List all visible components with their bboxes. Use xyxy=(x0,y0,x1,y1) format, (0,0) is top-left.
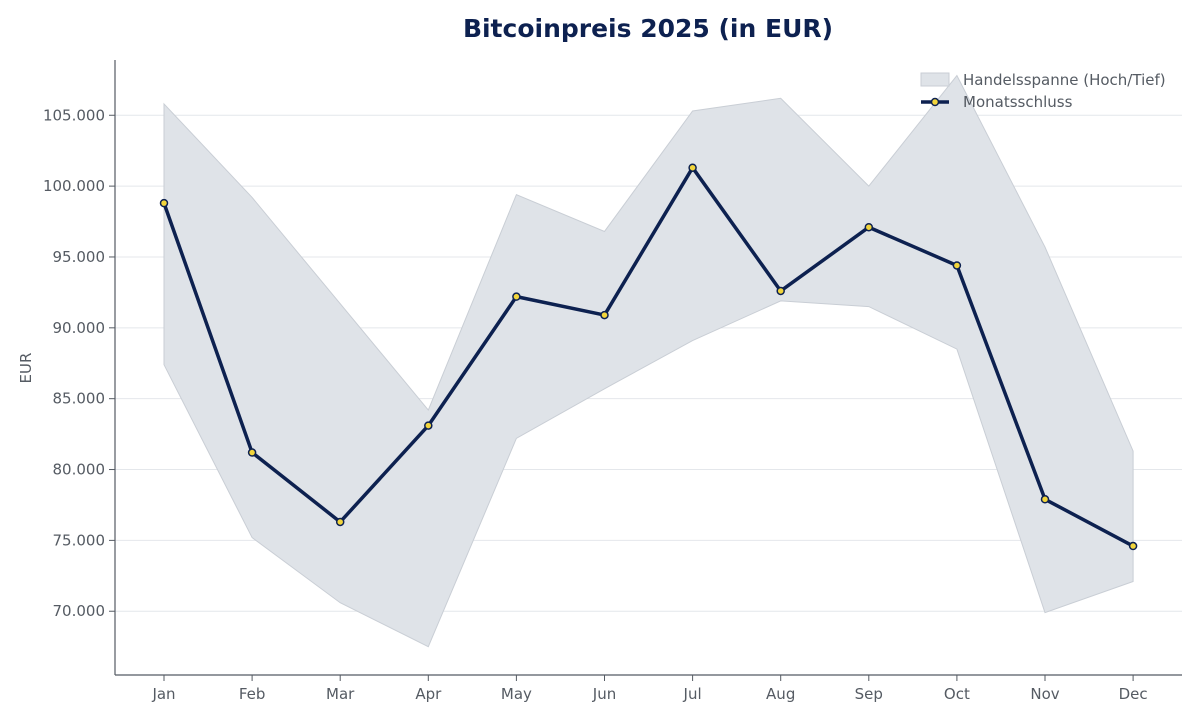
closing-price-line xyxy=(162,165,1134,548)
data-point-mar xyxy=(335,517,345,527)
closing-price-markers xyxy=(159,163,1138,551)
x-tick-labels: Jan Feb Mar Apr May Jun Jul Aug Sep Oct Nov Dec xyxy=(151,675,1148,703)
data-point-jul xyxy=(688,163,697,172)
y-tick-label: 105.000 xyxy=(43,106,105,124)
legend: Handelsspanne (Hoch/Tief) Monatsschluss xyxy=(920,71,1166,111)
x-tick-label-apr: Apr xyxy=(415,685,442,703)
data-point-oct xyxy=(952,261,962,270)
y-tick-label: 100.000 xyxy=(43,177,105,195)
x-tick-label-may: May xyxy=(501,685,532,703)
x-tick-label-feb: Feb xyxy=(239,685,266,703)
data-point-nov xyxy=(1040,495,1050,504)
y-tick-label: 75.000 xyxy=(53,531,106,549)
closing-line-path xyxy=(162,165,1134,548)
data-point-jun xyxy=(600,310,609,320)
x-tick-label-nov: Nov xyxy=(1030,685,1059,703)
x-tick-label-jan: Jan xyxy=(151,685,175,703)
axes xyxy=(114,60,1182,676)
data-point-dec xyxy=(1128,541,1138,551)
y-tick-label: 95.000 xyxy=(53,248,106,266)
legend-band-label: Handelsspanne (Hoch/Tief) xyxy=(963,71,1166,89)
x-tick-label-jun: Jun xyxy=(592,685,616,703)
y-axis-label: EUR xyxy=(17,353,35,384)
chart-title: Bitcoinpreis 2025 (in EUR) xyxy=(463,14,833,43)
x-tick-label-sep: Sep xyxy=(855,685,883,703)
data-point-jan xyxy=(159,198,169,208)
y-tick-labels: 70.000 75.000 80.000 85.000 90.000 95.000 100.… xyxy=(43,106,115,620)
data-point-may xyxy=(512,292,521,301)
y-tick-label: 70.000 xyxy=(53,602,106,620)
x-tick-label-oct: Oct xyxy=(944,685,970,703)
trading-range-band xyxy=(163,74,1134,648)
legend-line-label: Monatsschluss xyxy=(963,93,1073,111)
data-point-apr xyxy=(424,421,433,430)
trading-range-area xyxy=(163,74,1134,648)
x-tick-label-mar: Mar xyxy=(326,685,355,703)
x-tick-label-dec: Dec xyxy=(1119,685,1148,703)
legend-line-marker xyxy=(930,97,940,107)
y-tick-label: 90.000 xyxy=(53,319,106,337)
y-tick-label: 80.000 xyxy=(53,461,106,479)
legend-band-swatch xyxy=(920,72,950,87)
data-point-aug xyxy=(776,286,785,296)
x-tick-label-aug: Aug xyxy=(766,685,795,703)
x-tick-label-jul: Jul xyxy=(683,685,702,703)
data-point-sep xyxy=(864,222,874,232)
y-tick-label: 85.000 xyxy=(53,390,106,408)
data-point-feb xyxy=(247,448,257,457)
